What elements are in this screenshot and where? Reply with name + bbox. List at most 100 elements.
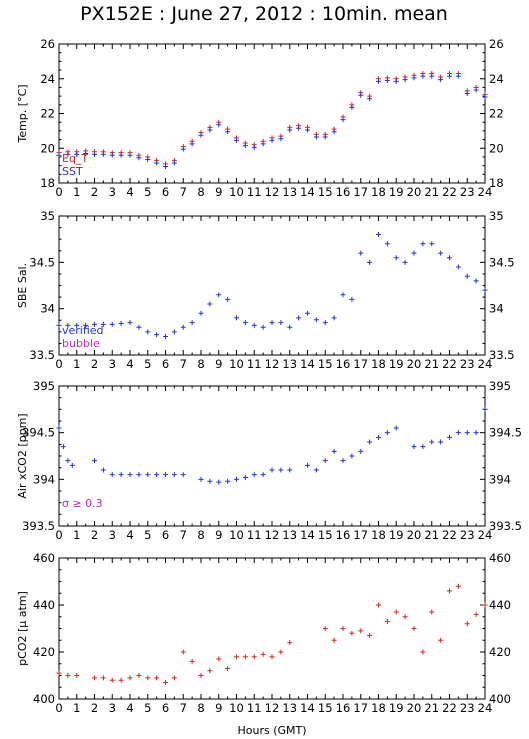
data-point (65, 151, 71, 157)
data-point (340, 458, 346, 464)
x-tick-label: 9 (215, 701, 222, 715)
y-tick-label-right: 20 (489, 141, 504, 155)
x-tick-label: 12 (265, 185, 280, 199)
data-point (473, 611, 479, 617)
data-point (278, 467, 284, 473)
data-point (207, 127, 213, 133)
y-tick-label-right: 26 (489, 37, 504, 51)
x-tick-label: 8 (197, 185, 204, 199)
x-tick-label: 16 (336, 185, 351, 199)
x-tick-label: 22 (442, 701, 457, 715)
x-tick-label: 10 (229, 701, 244, 715)
x-tick-label: 23 (460, 185, 475, 199)
y-axis-label: SBE Sal. (16, 263, 29, 308)
data-point (349, 630, 355, 636)
data-point (455, 430, 461, 436)
data-point (100, 151, 106, 157)
x-tick-label: 22 (442, 357, 457, 371)
data-point (154, 332, 160, 338)
data-point (154, 472, 160, 478)
data-point (340, 117, 346, 123)
x-tick-label: 5 (144, 701, 151, 715)
y-tick-label-right: 394.5 (489, 426, 522, 440)
data-point (376, 78, 381, 84)
x-tick-label: 9 (215, 528, 222, 542)
x-tick-label: 16 (336, 701, 351, 715)
data-point (234, 315, 239, 321)
x-tick-label: 19 (389, 357, 404, 371)
x-tick-label: 0 (55, 357, 62, 371)
data-point (216, 479, 222, 485)
data-point (207, 301, 213, 307)
x-tick-label: 14 (300, 357, 315, 371)
data-point (100, 321, 106, 327)
y-tick-label-left: 395 (33, 379, 55, 393)
data-point (455, 73, 461, 79)
data-point (92, 321, 97, 327)
data-point (358, 92, 364, 98)
y-tick-label-left: 420 (33, 645, 55, 659)
x-tick-label: 2 (91, 528, 98, 542)
data-point (74, 151, 80, 157)
x-tick-label: 8 (197, 701, 204, 715)
x-tick-label: 0 (55, 701, 62, 715)
data-point (482, 406, 488, 412)
data-point (163, 333, 168, 339)
data-point (74, 322, 80, 328)
data-point (180, 324, 186, 330)
x-tick-label: 21 (424, 528, 439, 542)
y-axis-label: Temp. [°C] (16, 84, 29, 143)
data-point (136, 673, 142, 678)
series-1 (56, 406, 488, 485)
data-point (482, 94, 488, 100)
data-point (180, 146, 186, 152)
x-tick-label: 14 (300, 701, 315, 715)
x-tick-label: 13 (282, 528, 297, 542)
data-point (447, 73, 452, 79)
plot-frame (58, 385, 486, 527)
panel-4: 0 1 2 3 4 5 6 7 8 9 10 11 12 13 14 15 16 17 18 19 20 21 22 23 24… (16, 551, 511, 715)
data-point (367, 259, 373, 265)
data-point (74, 673, 80, 678)
x-tick-label: 9 (215, 185, 222, 199)
data-point (198, 476, 204, 482)
data-point (118, 152, 124, 158)
data-point (402, 614, 408, 620)
data-point (109, 321, 115, 327)
x-tick-label: 7 (180, 357, 187, 371)
x-tick-label: 10 (229, 528, 244, 542)
data-point (92, 151, 97, 157)
x-tick-label: 11 (247, 357, 262, 371)
x-tick-label: 2 (91, 185, 98, 199)
data-point (65, 322, 71, 328)
data-point (92, 675, 97, 681)
data-point (411, 626, 417, 631)
y-tick-label-left: 34 (40, 302, 55, 316)
y-tick-label-right: 22 (489, 107, 504, 121)
data-point (69, 462, 75, 468)
data-point (234, 654, 239, 660)
data-point (429, 73, 435, 79)
data-point (438, 439, 444, 445)
data-point (464, 430, 470, 436)
x-tick-label: 18 (371, 185, 386, 199)
data-point (260, 472, 266, 478)
data-point (455, 583, 461, 589)
data-point (145, 675, 151, 681)
x-tick-label: 1 (73, 701, 80, 715)
x-tick-label: 0 (55, 185, 62, 199)
x-tick-label: 4 (126, 185, 133, 199)
x-tick-label: 11 (247, 701, 262, 715)
data-point (438, 250, 444, 256)
data-point (384, 77, 390, 83)
y-tick-label-left: 393.5 (22, 519, 55, 533)
data-point (287, 467, 293, 473)
data-point (287, 640, 293, 646)
y-tick-label-left: 33.5 (29, 348, 55, 362)
data-point (429, 241, 435, 247)
x-tick-label: 9 (215, 357, 222, 371)
x-tick-label: 24 (478, 185, 493, 199)
y-tick-label-right: 34 (489, 302, 504, 316)
legend-entry: verified (62, 324, 104, 337)
data-point (65, 673, 71, 678)
